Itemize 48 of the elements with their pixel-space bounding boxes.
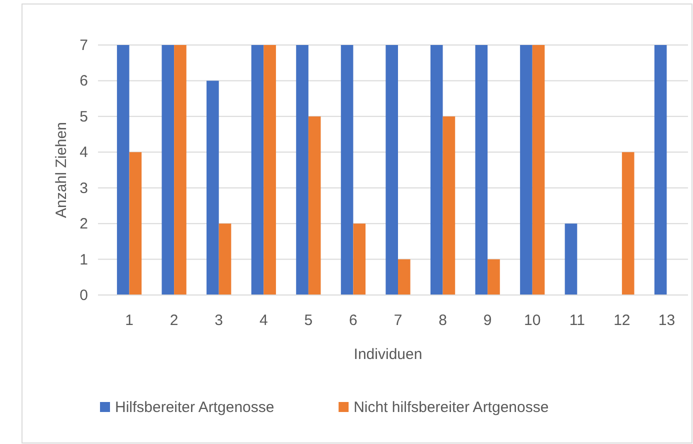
- y-tick-label: 4: [80, 144, 88, 162]
- bar: [532, 45, 545, 295]
- y-tick-label: 0: [80, 287, 88, 304]
- bar: [353, 224, 366, 295]
- x-tick-label: 12: [614, 312, 630, 329]
- x-axis-title: Individuen: [354, 346, 422, 363]
- y-axis-title: Anzahl Ziehen: [53, 122, 70, 218]
- x-tick-label: 11: [569, 312, 585, 329]
- bar: [430, 45, 443, 295]
- bar: [398, 259, 410, 295]
- legend-label: Nicht hilfsbereiter Artgenosse: [354, 399, 549, 416]
- bar: [264, 45, 276, 295]
- bar: [488, 259, 500, 295]
- x-tick-label: 1: [125, 312, 134, 329]
- x-tick-label: 2: [170, 312, 178, 329]
- bar: [622, 152, 634, 295]
- bar: [218, 224, 232, 295]
- bar: [116, 45, 130, 295]
- x-tick-label: 5: [304, 312, 313, 329]
- bar: [308, 116, 321, 295]
- y-tick-label: 2: [80, 216, 88, 233]
- y-tick-label: 7: [80, 37, 88, 54]
- x-tick-label: 6: [349, 312, 358, 329]
- bar: [340, 45, 354, 295]
- x-tick-label: 10: [524, 312, 541, 329]
- bar: [129, 152, 142, 295]
- bar: [251, 45, 264, 295]
- bar: [174, 45, 186, 295]
- y-tick-label: 5: [80, 108, 88, 126]
- y-tick-label: 3: [80, 180, 88, 197]
- x-tick-label: 3: [214, 312, 224, 329]
- bar: [162, 45, 174, 295]
- bar: [475, 45, 488, 295]
- legend-label: Hilfsbereiter Artgenosse: [115, 399, 274, 416]
- bar: [654, 45, 667, 295]
- x-tick-label: 7: [394, 312, 402, 329]
- bar: [296, 45, 308, 295]
- bar: [564, 224, 578, 295]
- y-tick-label: 6: [80, 72, 88, 90]
- bar: [386, 45, 398, 295]
- y-tick-label: 1: [80, 251, 88, 268]
- bar: [206, 80, 219, 295]
- x-tick-label: 8: [438, 312, 447, 329]
- x-tick-label: 9: [483, 312, 492, 329]
- bar: [520, 45, 532, 295]
- x-tick-label: 13: [658, 312, 676, 329]
- bar: [442, 116, 456, 295]
- x-tick-label: 4: [259, 312, 268, 329]
